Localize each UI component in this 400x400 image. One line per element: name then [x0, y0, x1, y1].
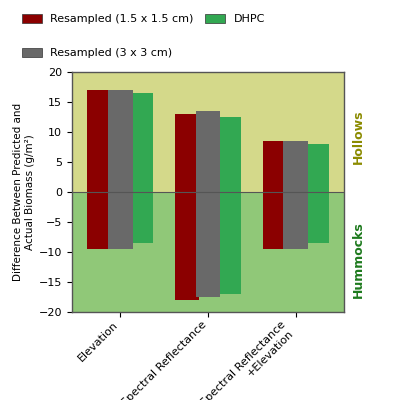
Bar: [196, 111, 220, 192]
Bar: [175, 192, 200, 300]
Bar: [72, 192, 344, 312]
Bar: [284, 192, 308, 249]
Bar: [108, 90, 132, 192]
Bar: [216, 117, 241, 192]
Bar: [262, 192, 287, 249]
Y-axis label: Difference Between Predicted and
Actual Biomass (g/m²): Difference Between Predicted and Actual …: [13, 103, 35, 281]
Bar: [72, 72, 344, 192]
Bar: [87, 90, 112, 192]
Text: Hollows: Hollows: [352, 110, 365, 164]
Bar: [216, 192, 241, 294]
Bar: [304, 192, 329, 243]
Bar: [129, 93, 154, 192]
Bar: [304, 144, 329, 192]
Bar: [87, 192, 112, 249]
Bar: [108, 192, 132, 249]
Bar: [284, 141, 308, 192]
Legend: Resampled (3 x 3 cm): Resampled (3 x 3 cm): [22, 48, 172, 58]
Bar: [262, 141, 287, 192]
Bar: [129, 192, 154, 243]
Text: Hummocks: Hummocks: [352, 221, 365, 298]
Bar: [175, 114, 200, 192]
Bar: [196, 192, 220, 297]
